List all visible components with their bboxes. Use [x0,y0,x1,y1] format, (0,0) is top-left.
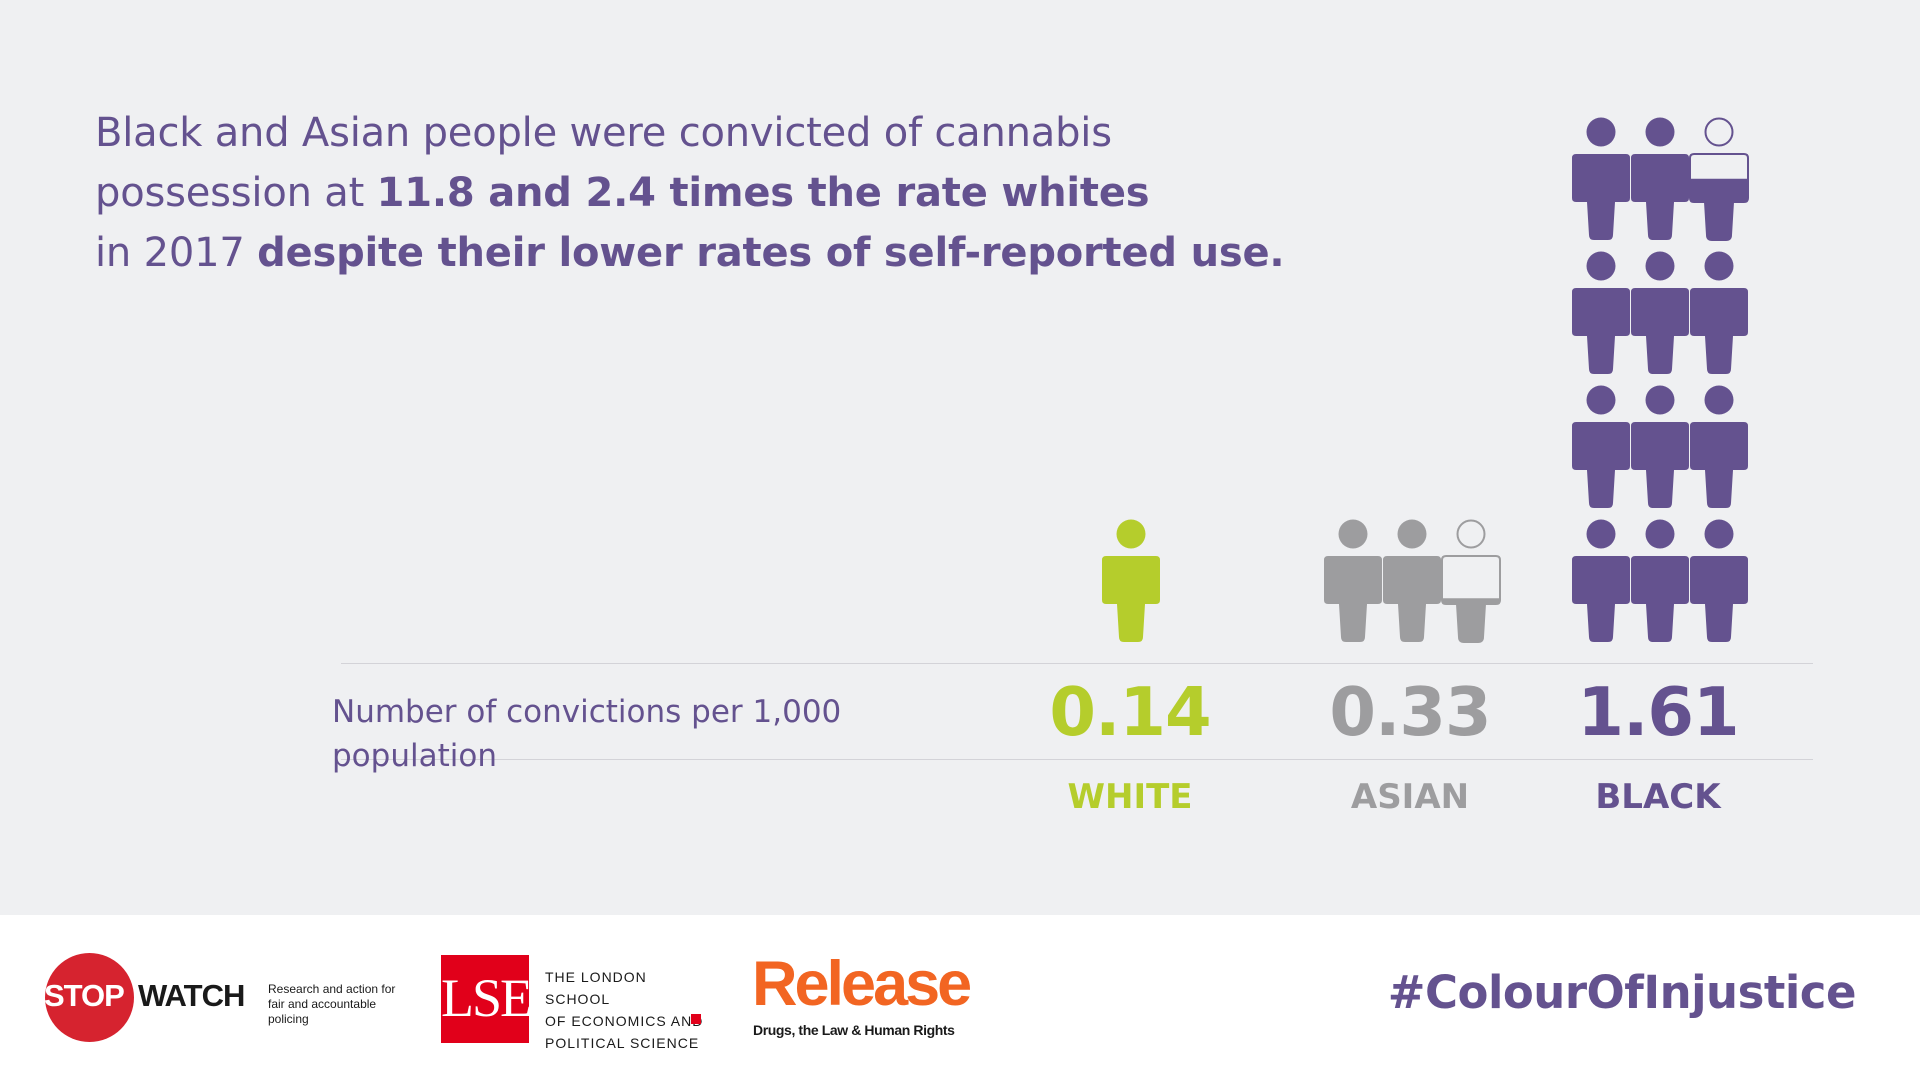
person-body [1690,288,1748,374]
person-fill [1442,598,1500,642]
release-word: Release [752,949,972,1019]
person-head [1116,519,1146,549]
person-head [1586,519,1616,549]
lse-name: THE LONDON SCHOOL OF ECONOMICS AND POLITIC… [545,966,715,1054]
person-head [1645,385,1675,415]
table-rule-bottom [341,759,1813,760]
hashtag: #ColourOfInjustice [1387,966,1857,1019]
category-label-black: BLACK [1595,777,1721,817]
footer [0,915,1920,1080]
person-head [1586,117,1616,147]
person-icon-black [1572,385,1630,508]
value-label-white: 0.14 [1049,673,1211,751]
person-head [1704,519,1734,549]
stopwatch-tagline-2: fair and accountable policing [268,997,377,1026]
lse-letters: LSE [441,968,533,1028]
table-rule-top [341,663,1813,664]
person-head [1586,385,1616,415]
person-head [1338,519,1368,549]
person-body [1383,556,1441,642]
stopwatch-tagline-1: Research and action for [268,982,396,996]
person-body [1572,422,1630,508]
headline-text-1: Black and Asian people were convicted of… [95,110,1112,216]
category-label-white: WHITE [1067,777,1193,817]
value-label-black: 1.61 [1577,673,1739,751]
person-fill [1690,178,1748,240]
person-head [1586,251,1616,281]
person-icon-black [1690,385,1748,508]
person-icon-black [1631,519,1689,642]
person-icon-asian [1441,519,1501,643]
release-tagline: Drugs, the Law & Human Rights [753,1022,955,1038]
person-icon-black [1631,251,1689,374]
person-body [1631,288,1689,374]
person-icon-black [1690,519,1748,642]
person-icon-black [1572,251,1630,374]
person-icon-asian [1324,519,1382,642]
person-body-outline [1689,153,1749,241]
headline-bold-1: 11.8 and 2.4 times the rate whites [376,170,1150,216]
stopwatch-circle [45,953,134,1042]
lse-red-square [691,1014,701,1024]
person-icon-black [1690,251,1748,374]
person-head [1704,251,1734,281]
person-body [1572,154,1630,240]
person-body [1631,154,1689,240]
headline-text-2: in 2017 [95,230,258,276]
lse-logo-box [441,955,529,1043]
headline-bold-2: despite their lower rates of self-report… [257,230,1285,276]
person-icon-black [1689,117,1749,241]
pictograph [1102,117,1749,643]
value-label-asian: 0.33 [1329,673,1491,751]
lse-name-line-1: THE LONDON SCHOOL [545,969,647,1007]
headline: Black and Asian people were convicted of… [95,103,1295,283]
person-body [1102,556,1160,642]
metric-label: Number of convictions per 1,000 populati… [332,694,842,774]
person-body [1631,422,1689,508]
stopwatch-tagline: Research and action for fair and accounta… [268,982,418,1027]
stopwatch-word-stop: STOP [44,978,125,1013]
person-icon-black [1631,117,1689,240]
person-body-outline [1441,555,1501,643]
person-icon-black [1631,385,1689,508]
person-head [1645,519,1675,549]
person-body [1572,288,1630,374]
person-icon-white [1102,519,1160,642]
person-head [1645,251,1675,281]
person-body [1690,556,1748,642]
person-head [1645,117,1675,147]
person-icon-asian [1383,519,1441,642]
person-body [1690,422,1748,508]
person-body [1631,556,1689,642]
lse-name-line-3: POLITICAL SCIENCE [545,1035,700,1051]
person-icon-black [1572,519,1630,642]
person-head [1397,519,1427,549]
person-head-outline [1456,519,1486,549]
person-head-outline [1704,117,1734,147]
category-label-asian: ASIAN [1350,777,1470,817]
stopwatch-word-watch: WATCH [138,978,245,1013]
infographic-panel: Black and Asian people were convicted of… [95,103,1813,817]
person-head [1704,385,1734,415]
person-body [1572,556,1630,642]
lse-name-line-2: OF ECONOMICS AND [545,1013,704,1029]
person-body [1324,556,1382,642]
person-icon-black [1572,117,1630,240]
